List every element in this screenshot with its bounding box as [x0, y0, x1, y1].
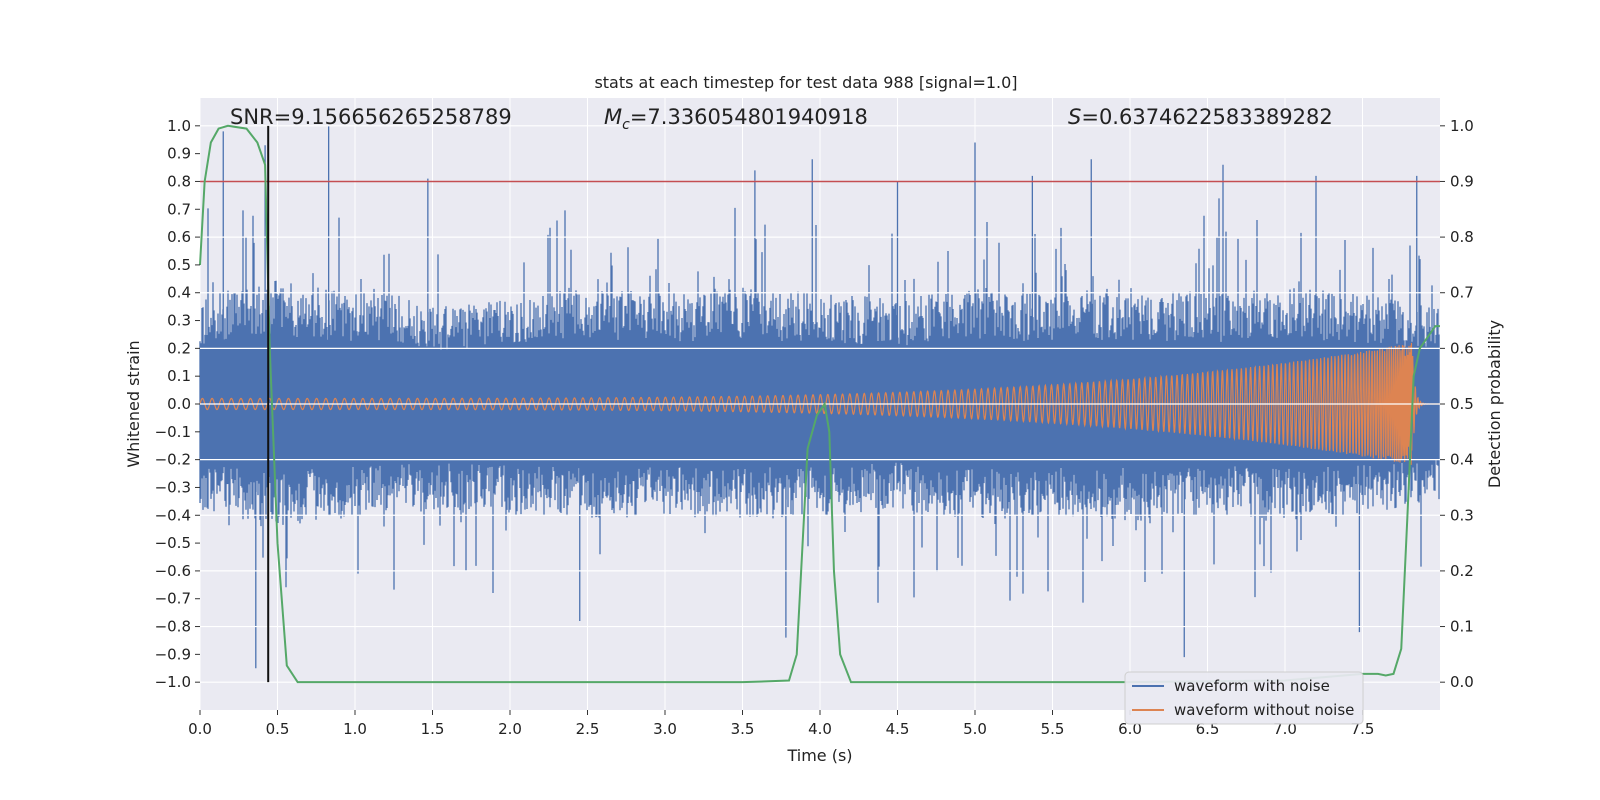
s-annotation: S=0.6374622583389282: [1068, 105, 1333, 129]
y-tick-label: 0.4: [167, 284, 191, 302]
x-tick-label: 1.5: [421, 720, 445, 738]
x-tick-label: 3.5: [731, 720, 755, 738]
y2-tick-label: 0.6: [1450, 339, 1474, 357]
x-tick-label: 2.0: [498, 720, 522, 738]
series-detection-probability: [199, 124, 1440, 684]
y-tick-label: 0.2: [167, 339, 191, 357]
y-tick-label: −0.8: [155, 618, 191, 636]
x-tick-label: 5.0: [963, 720, 987, 738]
y2-tick-label: 1.0: [1450, 117, 1474, 135]
mc-annotation: Mc=7.336054801940918: [604, 105, 868, 133]
y-tick-label: −1.0: [155, 673, 191, 691]
y2-tick-label: 0.2: [1450, 562, 1474, 580]
x-tick-label: 1.0: [343, 720, 367, 738]
plot-layers: [199, 124, 1440, 684]
x-tick-label: 5.5: [1041, 720, 1065, 738]
y2-tick-label: 0.1: [1450, 618, 1474, 636]
y2-tick-label: 0.7: [1450, 284, 1474, 302]
y2-tick-label: 0.9: [1450, 172, 1474, 190]
s-value: =0.6374622583389282: [1081, 105, 1332, 129]
legend-box: [1124, 671, 1364, 725]
x-tick-label: 4.5: [886, 720, 910, 738]
y-axis-label: Whitened strain: [124, 340, 143, 467]
y-tick-label: −0.7: [155, 590, 191, 608]
legend: waveform with noise waveform without noi…: [1124, 671, 1364, 725]
y2-tick-label: 0.8: [1450, 228, 1474, 246]
axis-ticks: 0.0 0.5 1.0 1.5 2.0 2.5 3.0 3.5 4.0 4.5 5.0 5.5 6.0 6…: [155, 117, 1474, 738]
y2-axis-label: Detection probability: [1485, 320, 1504, 488]
y-tick-label: 0.3: [167, 312, 191, 330]
y-tick-label: −0.4: [155, 506, 191, 524]
y-tick-label: 0.9: [167, 145, 191, 163]
y-tick-label: 0.5: [167, 256, 191, 274]
chart-title: stats at each timestep for test data 988…: [594, 73, 1017, 92]
y2-tick-label: 0.5: [1450, 395, 1474, 413]
y-tick-label: 0.6: [167, 228, 191, 246]
x-tick-label: 4.0: [808, 720, 832, 738]
legend-label-clean: waveform without noise: [1174, 701, 1354, 719]
mc-value: =7.336054801940918: [630, 105, 868, 129]
mc-symbol: M: [604, 105, 622, 129]
x-tick-label: 0.0: [188, 720, 212, 738]
y-tick-label: 0.8: [167, 172, 191, 190]
y2-tick-label: 0.0: [1450, 673, 1474, 691]
y-tick-label: 0.1: [167, 367, 191, 385]
y-tick-label: −0.6: [155, 562, 191, 580]
series-waveform-without-noise: [199, 342, 1440, 465]
y-tick-label: −0.9: [155, 645, 191, 663]
y-tick-label: −0.3: [155, 478, 191, 496]
x-axis-label: Time (s): [786, 746, 852, 765]
x-tick-label: 3.0: [653, 720, 677, 738]
y-tick-label: 1.0: [167, 117, 191, 135]
y-tick-label: −0.2: [155, 451, 191, 469]
legend-label-noise: waveform with noise: [1174, 677, 1330, 695]
y2-tick-label: 0.4: [1450, 451, 1474, 469]
x-tick-label: 2.5: [576, 720, 600, 738]
snr-annotation: SNR=9.156656265258789: [230, 105, 512, 129]
y-tick-label: 0.0: [167, 395, 191, 413]
x-tick-label: 0.5: [266, 720, 290, 738]
y-tick-label: −0.5: [155, 534, 191, 552]
y-tick-label: 0.7: [167, 200, 191, 218]
y-tick-label: −0.1: [155, 423, 191, 441]
y2-tick-label: 0.3: [1450, 506, 1474, 524]
s-symbol: S: [1068, 105, 1081, 129]
mc-subscript: c: [622, 117, 630, 133]
